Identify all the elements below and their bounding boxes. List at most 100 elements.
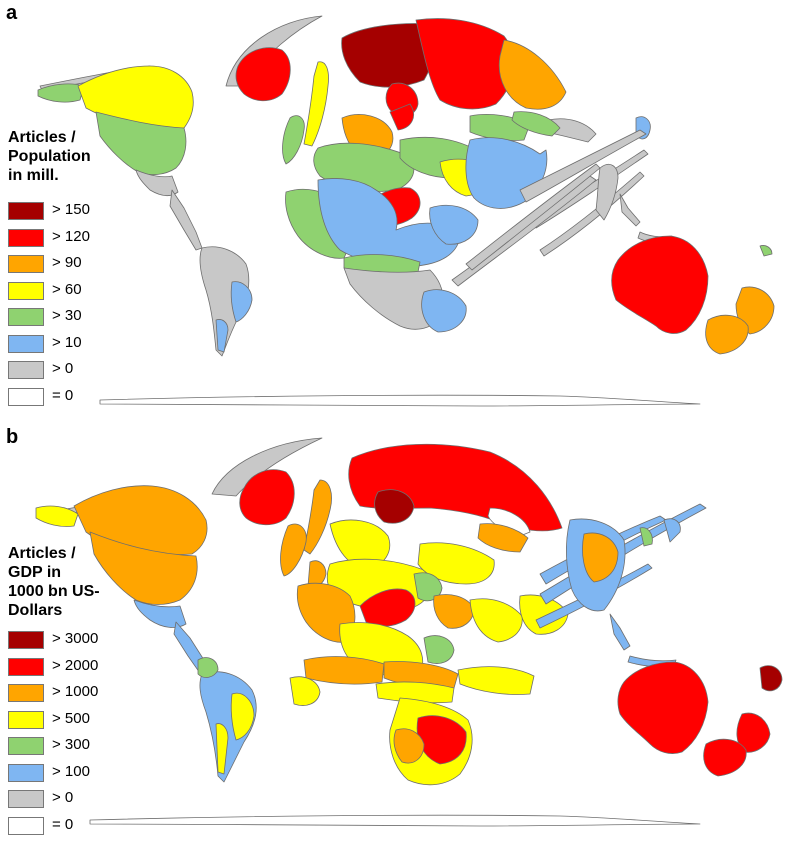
region-mideast-2 — [457, 666, 535, 695]
region-australia — [617, 661, 709, 754]
region-new-zealand-south — [703, 738, 747, 777]
region-hungary — [429, 204, 479, 245]
region-iceland — [239, 469, 295, 526]
legend-label: > 120 — [52, 227, 90, 245]
region-new-zealand-south — [705, 314, 749, 355]
legend-swatch — [8, 334, 44, 353]
map-panel-b: b Articles / GDP in 1000 bn US- Dollars … — [0, 424, 796, 848]
legend-swatch — [8, 202, 44, 220]
region-egypt — [289, 676, 321, 706]
legend-title-line: Population — [8, 148, 91, 165]
legend-label: > 90 — [52, 254, 82, 271]
legend-label: = 0 — [52, 386, 74, 404]
legend-label: > 0 — [52, 360, 74, 377]
region-brazil — [230, 281, 253, 323]
legend-label: > 2000 — [52, 656, 99, 674]
region-south-america — [199, 246, 250, 357]
legend-swatch — [8, 255, 44, 273]
legend-label: > 10 — [52, 333, 82, 351]
legend-swatch — [8, 763, 44, 782]
region-finland — [341, 23, 436, 88]
region-greece-turkey — [465, 137, 548, 209]
region-hungary-czech — [433, 594, 475, 629]
region-china — [582, 532, 619, 583]
legend-label: > 300 — [52, 736, 90, 753]
region-southeast-asia — [609, 613, 631, 651]
region-sweden — [415, 18, 515, 110]
map-panel-a: a Articles / Population in mill. > 150 >… — [6, 2, 775, 407]
region-france — [329, 519, 391, 571]
legend-label: > 3000 — [52, 630, 99, 647]
legend-swatch — [8, 657, 44, 676]
region-greece — [423, 635, 455, 664]
legend-label: > 60 — [52, 280, 82, 298]
region-netherlands — [389, 103, 414, 131]
legend-swatch — [8, 631, 44, 649]
region-colombia — [197, 657, 219, 678]
panel-letter-b: b — [6, 426, 19, 448]
region-ireland-uk — [282, 115, 305, 165]
region-eurasia-strips — [519, 129, 647, 203]
region-usa — [95, 111, 187, 176]
legend-swatch — [8, 684, 44, 702]
region-japan-islands — [619, 193, 641, 227]
region-austria — [413, 572, 443, 602]
legend-swatch — [8, 308, 44, 326]
region-antarctica — [89, 814, 701, 827]
region-alaska — [35, 505, 79, 527]
region-australia — [611, 235, 709, 334]
region-south-africa — [421, 289, 467, 333]
legend-label: > 150 — [52, 201, 90, 218]
legend-title-a: Articles / Population in mill. — [8, 128, 138, 185]
region-new-zealand-north — [736, 712, 771, 753]
legend-title-line: 1000 bn US- — [8, 583, 100, 600]
legend-label: > 30 — [52, 307, 82, 324]
legend-label: > 1000 — [52, 683, 99, 700]
legend-label: = 0 — [52, 815, 74, 833]
cartogram-map-b — [35, 437, 783, 827]
region-mexico — [135, 169, 179, 196]
region-denmark — [374, 489, 415, 524]
legend-swatch — [8, 816, 44, 835]
legend-title-line: in mill. — [8, 167, 59, 184]
region-chile — [215, 723, 229, 775]
legend-swatch — [8, 737, 44, 755]
region-brazil — [230, 692, 255, 741]
region-norway — [303, 61, 329, 147]
region-antarctica — [99, 394, 701, 407]
region-pacific-island — [759, 245, 773, 257]
region-ireland-uk — [280, 523, 307, 577]
region-central-africa — [393, 728, 425, 764]
legend-swatch — [8, 228, 44, 247]
region-estonia — [498, 39, 567, 110]
region-asia-strip-3 — [539, 171, 645, 257]
legend-swatch — [8, 361, 44, 379]
region-chile-argentina — [215, 319, 229, 353]
legend-title-line: GDP in — [8, 564, 62, 581]
region-sahel — [375, 681, 455, 704]
legend-label: > 500 — [52, 709, 90, 727]
legend-label: > 0 — [52, 789, 74, 806]
cartogram-map-a — [37, 15, 775, 407]
legend-title-line: Dollars — [8, 602, 63, 619]
region-south-asia — [595, 164, 619, 221]
region-balkans — [469, 598, 523, 643]
region-baltics — [477, 523, 529, 553]
panel-letter-a: a — [6, 2, 18, 24]
legend-title-line: Articles / — [8, 545, 76, 562]
region-usa — [89, 531, 198, 605]
region-pacific-island — [759, 665, 783, 692]
region-norway — [303, 479, 332, 555]
legend-swatch — [8, 790, 44, 808]
legend-swatch — [8, 710, 44, 729]
legend-title-line: Articles / — [8, 129, 76, 146]
region-central-america — [169, 189, 203, 251]
legend-title-b: Articles / GDP in 1000 bn US- Dollars — [8, 544, 138, 620]
legend-swatch — [8, 281, 44, 300]
region-mexico — [133, 599, 187, 628]
region-iceland — [235, 47, 291, 102]
region-korea — [639, 527, 653, 547]
region-north-africa — [303, 656, 385, 685]
legend-swatch — [8, 387, 44, 406]
region-japan — [663, 518, 681, 543]
